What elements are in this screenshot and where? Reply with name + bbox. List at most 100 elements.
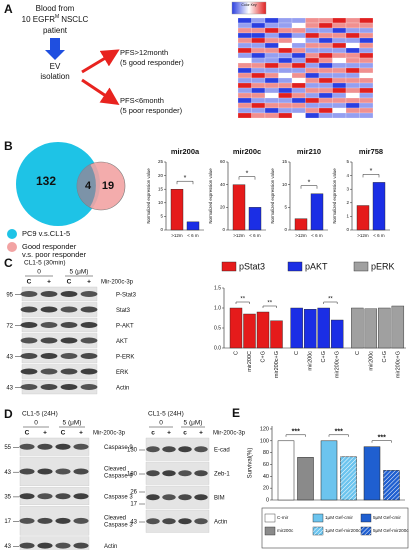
heatmap-cell (359, 107, 374, 114)
heatmap-cell (251, 52, 266, 59)
band (60, 291, 78, 298)
heatmap-cell (345, 67, 360, 74)
heatmap-cell (264, 37, 279, 44)
bar-hatch (340, 456, 357, 500)
heatmap-cell (291, 77, 306, 84)
label: isolation (40, 72, 69, 81)
band (178, 494, 192, 501)
lane-label: c (183, 430, 187, 437)
heatmap-cell (278, 47, 293, 54)
y-tick-label: 0 (160, 227, 163, 232)
heatmap-cell (251, 107, 266, 114)
legend-label: pAKT (305, 261, 328, 271)
legend-swatch (264, 526, 276, 536)
heatmap-cell (318, 37, 333, 44)
heatmap-cell (251, 82, 266, 89)
band (60, 384, 78, 391)
band (146, 494, 160, 501)
heatmap-cell (305, 17, 320, 24)
heatmap-cell (318, 57, 333, 64)
heatmap-cell (345, 77, 360, 84)
dose-label: 5 (μM) (184, 420, 203, 427)
label: PFS>12month (120, 48, 168, 57)
mw-label: 17 (4, 519, 11, 525)
row-label: Caspase 3 (104, 523, 133, 529)
heatmap-cell (305, 52, 320, 59)
sig-label: * (184, 175, 187, 182)
lane-label: + (43, 430, 47, 437)
row-label: P-Stat3 (116, 292, 137, 298)
row-label: Caspase 3 (104, 494, 133, 500)
bar (290, 307, 303, 349)
heatmap-cell (251, 112, 266, 119)
band (40, 368, 58, 375)
x-tick-label: < 6 m (311, 233, 323, 238)
axis-label: Normalized expression value (332, 168, 337, 224)
chart-title: mir758 (359, 147, 383, 156)
heatmap-cell (332, 82, 347, 89)
band (194, 518, 208, 525)
dose-label: 0 (159, 420, 163, 427)
bar (310, 193, 324, 231)
x-tick-label: < 6 m (249, 233, 261, 238)
sig-label: ** (328, 297, 333, 303)
axis-label: Survival(%) (248, 448, 254, 479)
legend-box (261, 507, 409, 549)
heatmap-cell (318, 82, 333, 89)
lane-label: C (61, 430, 66, 437)
heatmap-cell (278, 52, 293, 59)
band (20, 291, 38, 298)
blue-arrow (45, 38, 65, 60)
band (80, 291, 98, 298)
heatmap-cell (237, 52, 252, 59)
lane-label: + (199, 430, 203, 437)
mw-label: 180 (127, 472, 138, 478)
y-tick-label: 1 (346, 214, 349, 219)
legend-label: 1μM Gef-cmir (325, 515, 353, 520)
heatmap-cell (318, 17, 333, 24)
x-tick-label: C+G (321, 351, 327, 362)
row-label: ERK (116, 370, 128, 376)
legend-label: mir200c (277, 528, 294, 533)
band (73, 468, 89, 475)
y-tick-label: 20 (263, 486, 269, 492)
legend-swatch (221, 261, 237, 272)
heatmap-cell (237, 87, 252, 94)
heatmap-cell (278, 112, 293, 119)
sig-label: * (246, 171, 249, 178)
sig-label: * (308, 180, 311, 187)
x-tick-label: C+G (382, 351, 388, 362)
heatmap-cell (251, 57, 266, 64)
band (162, 518, 176, 525)
heatmap-cell (332, 42, 347, 49)
heatmap-cell (251, 92, 266, 99)
legend-label: PC9 v.s.CL1-5 (22, 229, 70, 238)
row-label: Stat3 (116, 308, 131, 314)
heatmap-cell (237, 17, 252, 24)
x-tick-label: >12m (171, 233, 183, 238)
heatmap-cell (291, 62, 306, 69)
heatmap-cell (291, 92, 306, 99)
y-tick-label: 15 (282, 159, 288, 164)
heatmap-cell (318, 22, 333, 29)
heatmap-cell (291, 112, 306, 119)
heatmap-cell (359, 22, 374, 29)
heatmap-cell (237, 112, 252, 119)
heatmap-cell (278, 92, 293, 99)
legend-label: v.s. poor responder (22, 250, 87, 259)
mw-label: 130 (127, 448, 138, 454)
y-tick-label: 120 (260, 426, 269, 432)
heatmap-cell (305, 87, 320, 94)
legend-swatch (7, 242, 17, 252)
band (80, 368, 98, 375)
legend-label: pStat3 (239, 261, 265, 271)
heatmap-cell (305, 107, 320, 114)
mw-label: 43 (6, 354, 13, 360)
blot-strip (145, 437, 210, 461)
heatmap-cell (251, 47, 266, 54)
lane-label: C (27, 279, 32, 286)
heatmap-cell (359, 62, 374, 69)
y-tick-label: 40 (220, 182, 226, 187)
y-tick-label: 10 (282, 182, 288, 187)
